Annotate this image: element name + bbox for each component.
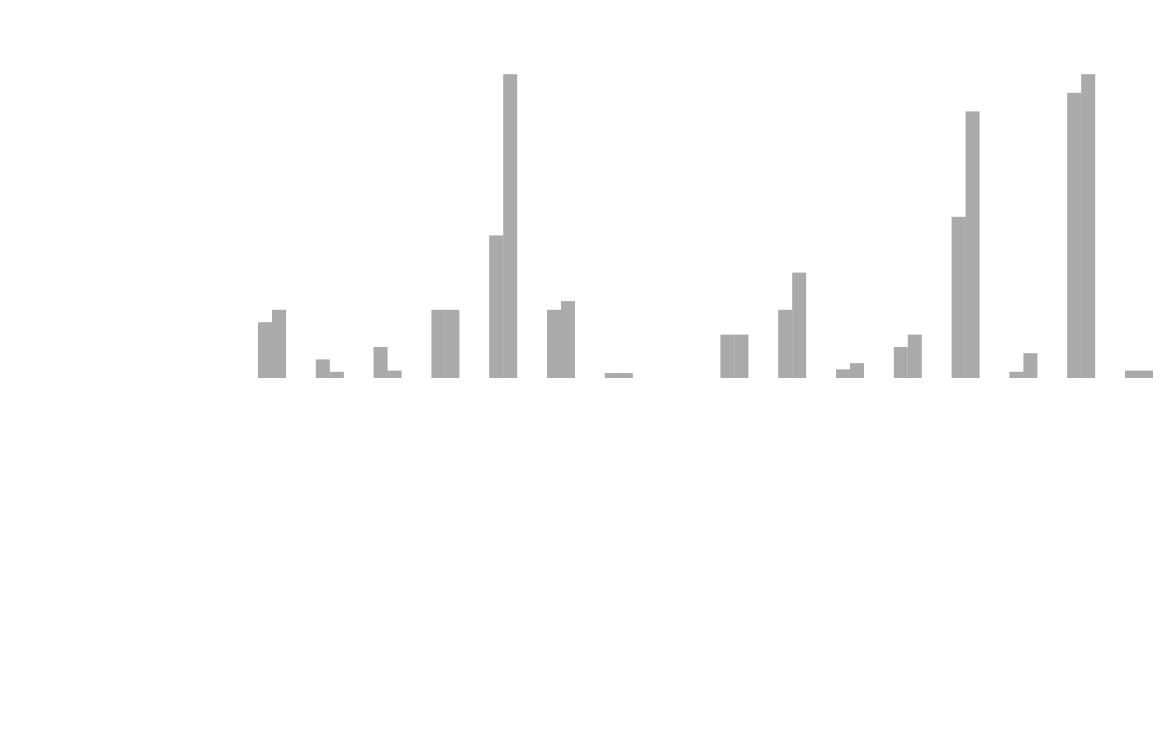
- bar: [1009, 371, 1024, 378]
- bar: [489, 235, 504, 378]
- bar: [547, 309, 561, 378]
- bar: [604, 373, 619, 378]
- bar: [373, 347, 388, 378]
- bar: [1139, 370, 1153, 378]
- bar: [258, 322, 272, 378]
- bar: [387, 370, 402, 378]
- bar: [1023, 353, 1038, 378]
- bar: [315, 359, 330, 378]
- bar: [893, 347, 908, 378]
- bar: [734, 334, 749, 378]
- bar: [431, 309, 446, 378]
- bar: [965, 111, 980, 379]
- bar: [951, 216, 966, 378]
- bar: [272, 309, 286, 378]
- bar: [445, 309, 460, 378]
- bar: [1081, 74, 1096, 378]
- bar: [1125, 370, 1139, 378]
- bar: [778, 309, 793, 378]
- bar: [329, 371, 344, 378]
- bar: [720, 334, 735, 378]
- bar: [792, 272, 807, 378]
- bar-series-group: [258, 74, 1153, 379]
- bar: [503, 74, 518, 378]
- bar: [836, 369, 850, 378]
- bar: [618, 373, 633, 378]
- bar: [850, 363, 864, 378]
- bar: [1067, 92, 1082, 379]
- bar: [561, 301, 575, 378]
- bar: [907, 334, 922, 378]
